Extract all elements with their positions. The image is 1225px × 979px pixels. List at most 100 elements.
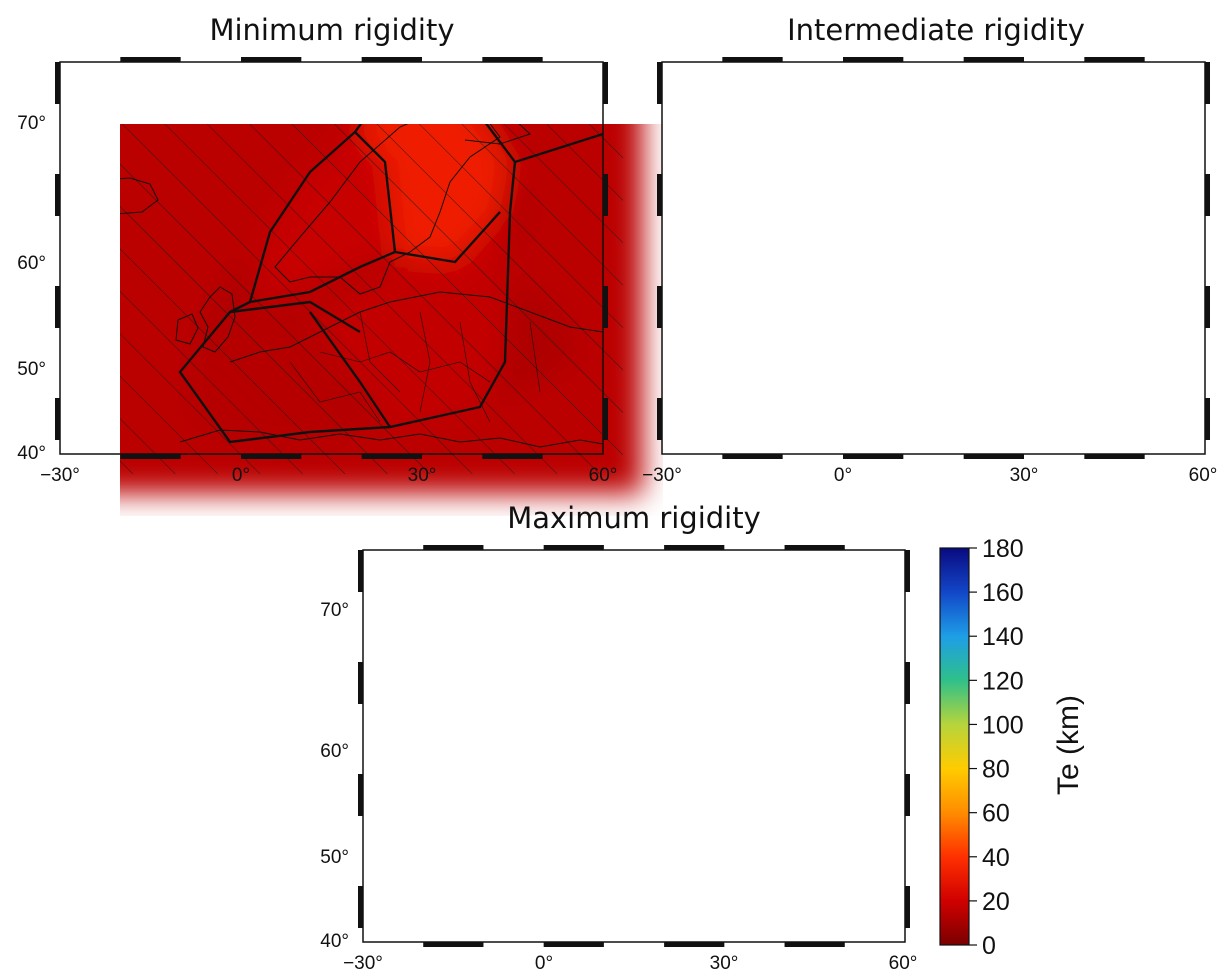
trans-european-boundary xyxy=(533,790,663,820)
colorbar-label: Te (km) xyxy=(1052,695,1085,795)
region-boundaries xyxy=(178,124,604,444)
frame-segment xyxy=(361,454,422,459)
frame-segment xyxy=(358,774,363,816)
map-frame xyxy=(661,61,1206,455)
greenland-outline xyxy=(664,64,702,102)
x-tick-label: −30° xyxy=(343,953,383,974)
x-tick-label: 0° xyxy=(535,953,553,974)
x-tick-label: −30° xyxy=(40,465,80,486)
scandinavia-coast xyxy=(274,124,501,295)
frame-segment xyxy=(722,57,783,62)
frame-segment xyxy=(361,57,422,62)
hatch-overlay xyxy=(120,124,623,474)
hatch-overlay xyxy=(642,42,1225,474)
ireland-outline xyxy=(778,314,800,344)
y-tick-label: 60° xyxy=(320,741,349,762)
y-tick-label: 60° xyxy=(17,253,46,274)
region-boundaries xyxy=(483,570,905,930)
frame-segment xyxy=(664,545,725,550)
colorbar-tick-label: 60 xyxy=(982,800,1010,828)
frame-segment xyxy=(657,62,662,104)
trans-european-boundary xyxy=(832,302,962,332)
hatch-overlay xyxy=(343,530,926,962)
norway-baltic-boundary xyxy=(249,250,396,304)
greenland-outline xyxy=(365,552,403,590)
sveco-boundary xyxy=(957,132,1102,262)
coastlines xyxy=(664,64,1205,447)
borders xyxy=(892,312,1142,422)
kola-coast xyxy=(743,590,833,632)
mediterranean-coast xyxy=(483,918,906,935)
x-tick-label: 60° xyxy=(1189,465,1218,486)
frame-segment xyxy=(784,545,845,550)
iceland-outline xyxy=(692,178,760,214)
coastlines xyxy=(365,552,906,935)
y-tick-label: 70° xyxy=(17,113,46,134)
graticule-frame xyxy=(55,57,608,459)
continent-coast xyxy=(533,780,906,850)
frame-segment xyxy=(423,942,484,947)
frame-segment xyxy=(603,174,608,216)
svalbard-outline xyxy=(555,64,590,94)
norway-baltic-boundary xyxy=(553,740,698,790)
frame-segment xyxy=(905,886,910,928)
panel-title: Maximum rigidity xyxy=(507,501,761,535)
mediterranean-coast xyxy=(179,429,604,448)
colorbar-tick-label: 100 xyxy=(982,711,1024,739)
frame-segment xyxy=(784,942,845,947)
x-tick-label: 0° xyxy=(232,465,250,486)
colorbar-tick-label: 160 xyxy=(982,579,1024,607)
atlantic-margin xyxy=(493,610,883,920)
norwegian-domain xyxy=(553,620,698,790)
y-tick-label: 50° xyxy=(17,359,46,380)
graticule-frame xyxy=(358,545,910,947)
borders xyxy=(593,800,843,910)
ocean-background xyxy=(323,510,946,979)
frame-segment xyxy=(664,942,725,947)
west-europe xyxy=(782,302,962,452)
britain-outline xyxy=(503,775,538,840)
frame-segment xyxy=(722,454,783,459)
sveco-boundary xyxy=(658,620,803,750)
frame-segment xyxy=(55,62,60,104)
frame-segment xyxy=(1205,286,1210,328)
colorbar-tick-label: 20 xyxy=(982,888,1010,916)
frame-segment xyxy=(55,286,60,328)
coastlines xyxy=(62,64,604,448)
scandinavia-coast xyxy=(877,110,1102,294)
frame-segment xyxy=(603,398,608,440)
colorbar-tick-label: 120 xyxy=(982,667,1024,695)
frame-segment xyxy=(905,774,910,816)
y-tick-label: 40° xyxy=(17,443,46,464)
graticule-frame xyxy=(657,57,1210,459)
y-tick-label: 40° xyxy=(320,931,349,952)
colorbar-ticks: 180 160 140 120 100 80 60 40 20 0 xyxy=(969,535,1024,960)
frame-segment xyxy=(657,398,662,440)
x-tick-label: 60° xyxy=(889,953,918,974)
svecofennian-shield xyxy=(957,82,1112,262)
frame-segment xyxy=(905,550,910,592)
arctic-boundary xyxy=(1117,134,1205,162)
panel-mid: Intermediate rigidity xyxy=(642,13,1225,486)
x-tick-label: −30° xyxy=(642,465,682,486)
x-tick-label: 0° xyxy=(834,465,852,486)
colorbar-tick-label: 0 xyxy=(982,932,996,960)
baltic-platform xyxy=(912,212,1112,427)
panel-title: Intermediate rigidity xyxy=(787,13,1085,47)
frame-segment xyxy=(657,174,662,216)
greenland-outline xyxy=(62,64,100,102)
platform-boundary xyxy=(912,312,992,427)
frame-segment xyxy=(905,662,910,704)
colorbar: 180 160 140 120 100 80 60 40 20 0 Te (km) xyxy=(939,535,1085,960)
britain-outline xyxy=(802,287,837,352)
colorbar-tick-label: 180 xyxy=(982,535,1024,563)
outer-boundary xyxy=(782,82,1117,442)
frame-segment xyxy=(1205,62,1210,104)
colorbar-tick-label: 80 xyxy=(982,756,1010,784)
platform-boundary xyxy=(613,800,693,915)
frame-segment xyxy=(120,57,181,62)
x-tick-label: 30° xyxy=(408,465,437,486)
map-frame xyxy=(362,549,906,943)
svecofennian-shield xyxy=(658,570,813,750)
